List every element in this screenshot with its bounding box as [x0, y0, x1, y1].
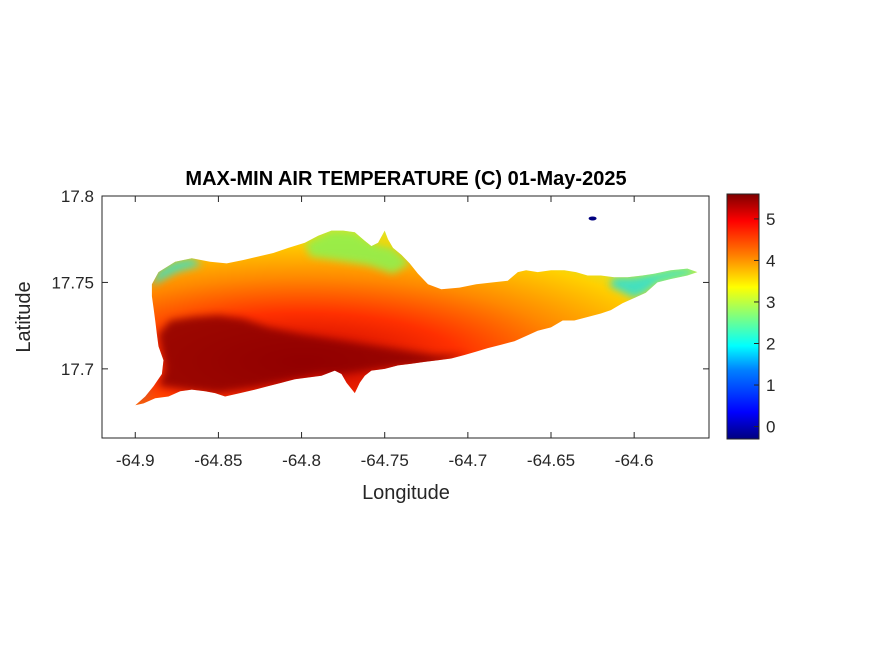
colorbar-ticks: 0 1 2 3 4 5	[754, 210, 775, 437]
y-tick-label: 17.75	[51, 273, 94, 292]
y-axis: 17.7 17.75 17.8	[51, 187, 709, 379]
x-tick-label: -64.7	[448, 451, 487, 470]
x-tick-label: -64.65	[527, 451, 575, 470]
x-axis: -64.9 -64.85 -64.8 -64.75 -64.7 -64.65 -64.6	[116, 196, 654, 470]
cold-spot-marker	[588, 216, 597, 221]
y-tick-label: 17.8	[61, 187, 94, 206]
colorbar-tick-label: 2	[766, 334, 775, 353]
cool-east-region	[609, 268, 698, 298]
hot-core-region	[158, 315, 468, 394]
cool-west-region	[151, 258, 202, 286]
x-tick-label: -64.85	[194, 451, 242, 470]
x-tick-label: -64.6	[615, 451, 654, 470]
y-axis-label: Latitude	[13, 281, 35, 352]
colorbar-tick-label: 1	[766, 376, 775, 395]
colorbar: 0 1 2 3 4 5	[726, 193, 775, 440]
colorbar-tick-label: 4	[766, 251, 775, 270]
colorbar-tick-label: 5	[766, 210, 775, 229]
colorbar-tick-label: 0	[766, 418, 775, 437]
colorbar-gradient	[726, 193, 760, 440]
colorbar-tick-label: 3	[766, 293, 775, 312]
y-tick-label: 17.7	[61, 360, 94, 379]
cool-north-region	[304, 230, 410, 274]
x-tick-label: -64.75	[361, 451, 409, 470]
plot-area	[135, 216, 698, 406]
chart-title: MAX-MIN AIR TEMPERATURE (C) 01-May-2025	[185, 168, 626, 190]
x-tick-label: -64.9	[116, 451, 155, 470]
x-axis-label: Longitude	[362, 482, 450, 504]
x-tick-label: -64.8	[282, 451, 321, 470]
axes-box	[101, 195, 710, 439]
